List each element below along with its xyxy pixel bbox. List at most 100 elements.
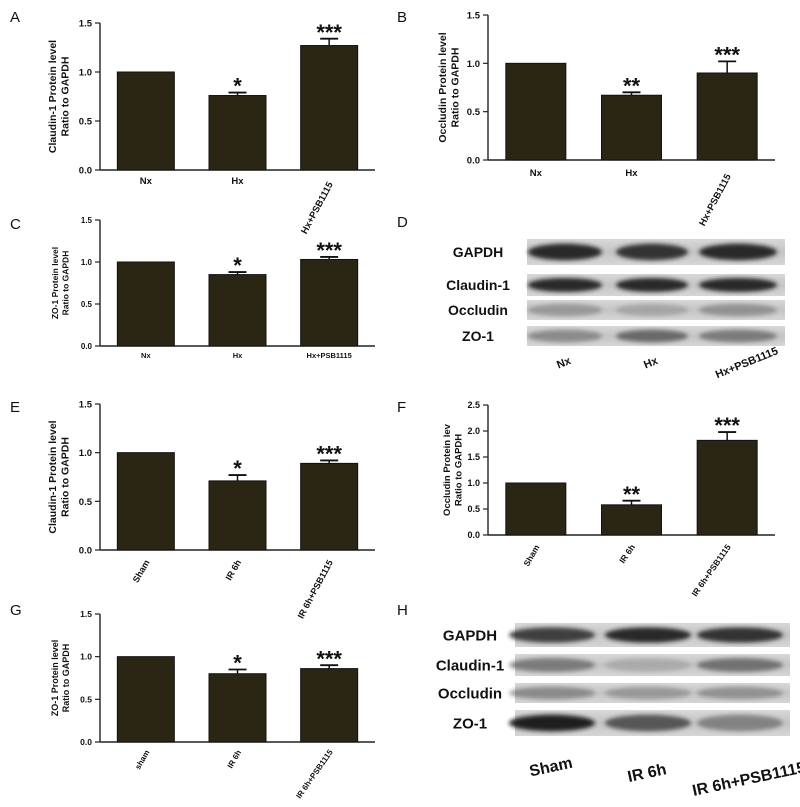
- chart-g: 0.0 0.5 1.0 1.5 ZO-1 Protein level Ratio to G…: [50, 609, 375, 800]
- bar: [116, 656, 175, 743]
- bar: [116, 261, 175, 347]
- y-tick-label: 0.0: [81, 342, 93, 351]
- y-axis-label: ZO-1 Protein level: [50, 247, 60, 319]
- y-axis-label: Ratio to GAPDH: [454, 434, 465, 506]
- chart-b: 0.0 0.5 1.0 1.5 Occludin Protein level Ratio …: [437, 10, 775, 228]
- panel-letter-c: C: [10, 216, 21, 233]
- y-tick-label: 1.5: [80, 609, 92, 619]
- y-tick-label: 0.5: [79, 116, 93, 127]
- category-label: Sham: [521, 543, 541, 568]
- bar: [696, 72, 758, 161]
- bar: [601, 504, 662, 536]
- panel-letter-a: A: [10, 9, 20, 26]
- blot-band: [528, 243, 602, 261]
- blot-band: [616, 243, 688, 261]
- blot-band: [605, 686, 691, 700]
- significance-marker: *: [233, 456, 242, 481]
- blot-band: [699, 243, 777, 261]
- y-tick-label: 1.5: [79, 18, 93, 29]
- y-tick-label: 0.5: [79, 497, 93, 508]
- chart-c: 0.0 0.5 1.0 1.5 ZO-1 Protein level Ratio to G…: [50, 216, 375, 360]
- blot-band: [699, 303, 777, 317]
- y-tick-label: 0.0: [467, 155, 480, 166]
- category-label: IR 6h+PSB1115: [294, 748, 335, 801]
- blot-row-label: ZO-1: [462, 328, 494, 344]
- y-tick-label: 1.0: [467, 478, 480, 488]
- y-axis-label: Ratio to GAPDH: [61, 251, 71, 316]
- blot-lane-label: Hx: [642, 355, 660, 372]
- y-tick-label: 1.5: [467, 10, 481, 21]
- y-axis-label: Ratio to GAPDH: [60, 437, 72, 517]
- bar: [601, 94, 662, 161]
- y-tick-label: 0.0: [467, 530, 480, 540]
- category-label: Hx+PSB1115: [307, 351, 352, 360]
- bar: [208, 95, 267, 171]
- y-tick-label: 1.5: [467, 452, 480, 462]
- category-label: Nx: [140, 176, 153, 187]
- panel-letter-f: F: [397, 399, 406, 416]
- blot-band: [509, 714, 595, 732]
- blot-row-label: Occludin: [438, 685, 502, 702]
- blot-band: [616, 303, 688, 317]
- category-label: IR 6h: [617, 542, 637, 565]
- category-label: IR 6h+PSB1115: [690, 542, 733, 598]
- bar: [505, 62, 567, 161]
- category-label: IR 6h: [226, 748, 244, 770]
- bar: [300, 462, 359, 551]
- panel-letter-b: B: [397, 9, 407, 26]
- blot-band: [697, 686, 783, 700]
- bar: [116, 452, 175, 551]
- panel-letter-g: G: [10, 602, 22, 619]
- blot-row-label: Claudin-1: [446, 277, 510, 293]
- y-axis-label: Claudin-1 Protein level: [47, 40, 59, 153]
- bar: [300, 258, 359, 347]
- y-tick-label: 0.0: [79, 545, 92, 556]
- blot-lane-label: Sham: [528, 755, 574, 781]
- y-tick-label: 1.0: [81, 258, 93, 267]
- blot-band: [616, 329, 688, 343]
- y-tick-label: 1.0: [467, 59, 480, 70]
- y-tick-label: 0.5: [467, 504, 480, 514]
- y-axis-label: Ratio to GAPDH: [450, 48, 462, 128]
- category-label: sham: [133, 749, 151, 772]
- chart-f: 0.0 0.5 1.0 1.5 2.0 2.5 Occludin Protein lev Ra…: [442, 400, 775, 598]
- significance-marker: *: [233, 651, 242, 676]
- significance-marker: **: [623, 73, 641, 98]
- blot-band: [697, 627, 783, 643]
- y-tick-label: 2.5: [467, 400, 480, 410]
- blot-band: [699, 329, 777, 343]
- blot-band: [605, 657, 691, 673]
- significance-marker: ***: [316, 20, 342, 45]
- y-tick-label: 0.0: [80, 737, 92, 747]
- panel-letter-d: D: [397, 214, 408, 231]
- blot-band: [528, 329, 602, 343]
- y-tick-label: 1.5: [79, 399, 93, 410]
- category-label: Hx+PSB1115: [299, 180, 336, 236]
- y-axis-label: Ratio to GAPDH: [61, 644, 71, 713]
- bar: [208, 274, 267, 347]
- blot-row-label: Occludin: [448, 302, 508, 318]
- blot-band: [697, 714, 783, 732]
- category-label: Nx: [530, 168, 543, 179]
- y-tick-label: 0.5: [80, 694, 92, 704]
- significance-marker: ***: [714, 43, 740, 68]
- category-label: Sham: [131, 558, 152, 584]
- category-label: Hx+PSB1115: [697, 172, 734, 228]
- significance-marker: ***: [316, 238, 342, 263]
- blot-row-label: ZO-1: [453, 715, 487, 732]
- blot-band: [616, 277, 688, 293]
- blot-lane-label: IR 6h: [626, 761, 668, 786]
- significance-marker: ***: [316, 442, 342, 467]
- bar: [300, 45, 359, 171]
- blot-band: [509, 686, 595, 700]
- y-tick-label: 0.5: [467, 107, 481, 118]
- blot-lane-label: Nx: [555, 355, 573, 372]
- bar: [696, 439, 758, 536]
- significance-marker: ***: [714, 413, 740, 438]
- y-tick-label: 1.5: [81, 216, 93, 225]
- blot-band: [528, 277, 602, 293]
- panel-letter-e: E: [10, 399, 20, 416]
- y-tick-label: 1.0: [79, 67, 92, 78]
- y-tick-label: 1.0: [79, 448, 92, 459]
